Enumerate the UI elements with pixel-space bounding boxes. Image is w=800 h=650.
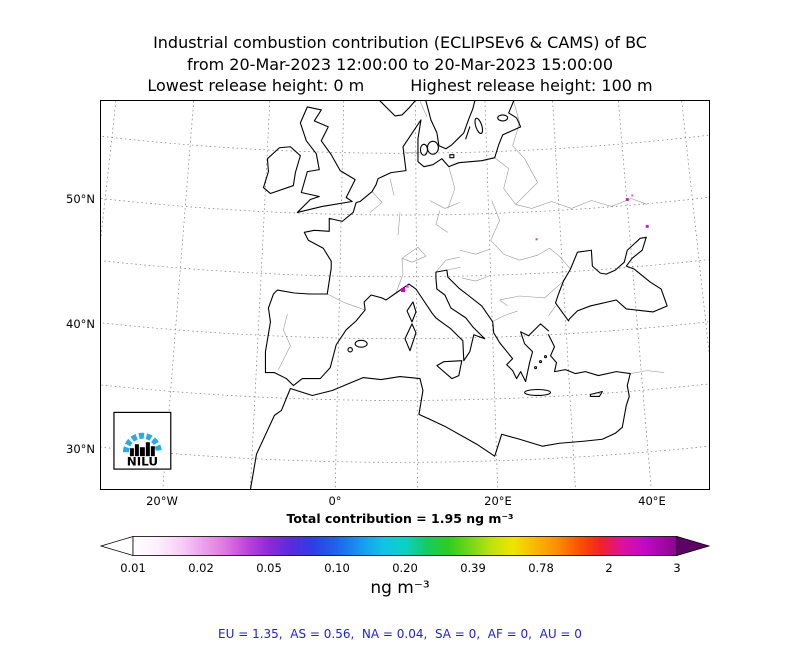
figure-title-block: Industrial combustion contribution (ECLI…: [0, 32, 800, 97]
europe-map: NILU: [101, 101, 709, 489]
map-panel: NILU: [100, 100, 710, 490]
colorbar-tick: 0.01: [120, 561, 146, 575]
colorbar-tick: 0.05: [256, 561, 282, 575]
coastlines: [249, 101, 668, 489]
lat-label-50n: 50°N: [66, 192, 95, 206]
colorbar-tick: 0.39: [460, 561, 486, 575]
nilu-logo-text: NILU: [127, 455, 158, 469]
colorbar-tick: 0.02: [188, 561, 214, 575]
nilu-skyline-icon: [129, 442, 155, 457]
colorbar: [100, 535, 710, 557]
lon-label-20e: 20°E: [484, 494, 512, 508]
emission-data-point: [401, 288, 405, 293]
title-line-1: Industrial combustion contribution (ECLI…: [153, 33, 647, 52]
lat-label-40n: 40°N: [66, 317, 95, 331]
colorbar-left-arrow: [100, 535, 134, 557]
lowest-release-height-label: Lowest release height: 0 m: [147, 76, 365, 95]
nilu-arc-icon: [122, 432, 162, 453]
nilu-logo: NILU: [113, 411, 172, 470]
emission-dots-layer: [401, 194, 649, 293]
lon-label-20w: 20°W: [146, 494, 178, 508]
region-contributions: EU = 1.35, AS = 0.56, NA = 0.04, SA = 0,…: [218, 627, 582, 641]
graticule-meridians: [101, 101, 709, 489]
colorbar-tick: 0.10: [324, 561, 350, 575]
colorbar-gradient: [132, 536, 678, 556]
colorbar-tick: 0.20: [392, 561, 418, 575]
colorbar-tick: 0.78: [528, 561, 554, 575]
nilu-logo-box: [113, 411, 172, 470]
lon-label-40e: 40°E: [638, 494, 666, 508]
emission-data-point: [631, 194, 634, 197]
highest-release-height-label: Highest release height: 100 m: [410, 76, 653, 95]
title-line-3: Lowest release height: 0 m Highest relea…: [0, 75, 800, 97]
emission-data-point: [645, 224, 649, 228]
graticule-parallels: [101, 134, 709, 462]
colorbar-unit-label: ng m⁻³: [370, 578, 430, 598]
emission-data-point: [535, 238, 538, 241]
total-contribution-label: Total contribution = 1.95 ng m⁻³: [286, 511, 514, 526]
lon-label-0: 0°: [328, 494, 342, 508]
colorbar-tick: 2: [605, 561, 613, 575]
lat-label-30n: 30°N: [66, 442, 95, 456]
country-borders: [278, 101, 665, 374]
emission-data-point: [625, 198, 629, 201]
colorbar-right-arrow: [676, 535, 710, 557]
emission-data-point: [406, 285, 409, 288]
colorbar-tick: 3: [673, 561, 681, 575]
title-line-2: from 20-Mar-2023 12:00:00 to 20-Mar-2023…: [186, 54, 614, 74]
